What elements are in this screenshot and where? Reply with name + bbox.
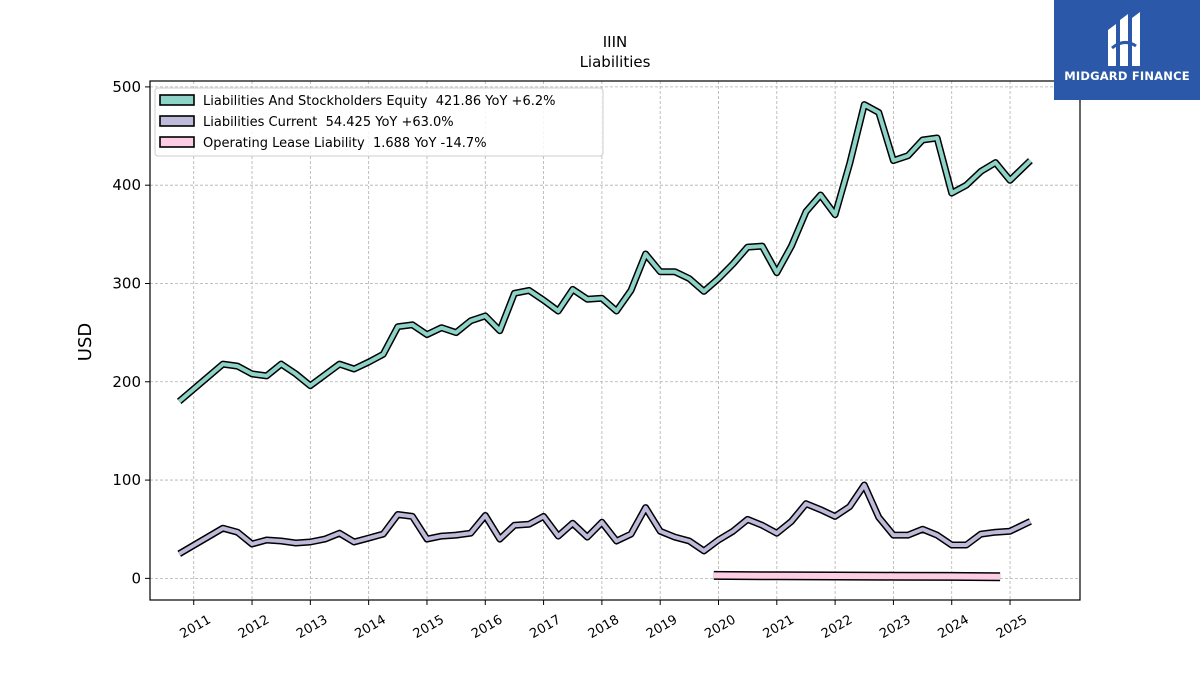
series-line (713, 572, 1001, 580)
x-tick-label: 2020 (702, 612, 738, 642)
x-tick-label: 2024 (936, 612, 972, 642)
y-tick-label: 300 (112, 274, 141, 292)
legend-box (154, 87, 604, 157)
series-line (178, 483, 1032, 556)
y-axis-label: USD (75, 323, 96, 361)
x-tick-label: 2011 (178, 612, 214, 642)
legend-label: Operating Lease Liability 1.688 YoY -14.… (203, 136, 487, 151)
y-tick-label: 0 (131, 569, 141, 587)
y-tick-label: 200 (112, 373, 141, 391)
x-tick-label: 2014 (352, 612, 388, 642)
series-2 (713, 570, 1001, 582)
legend-label: Liabilities Current 54.425 YoY +63.0% (203, 115, 454, 130)
y-tick-label: 100 (112, 471, 141, 489)
plot-frame (149, 80, 1081, 601)
series-0 (176, 101, 1033, 405)
y-tick-label: 500 (112, 78, 141, 96)
x-tick-label: 2025 (994, 612, 1030, 642)
x-tick-label: 2017 (527, 612, 563, 642)
series-1 (177, 481, 1032, 557)
brand-logo: MIDGARD FINANCE (1054, 0, 1200, 100)
series-lines (176, 101, 1033, 582)
legend-swatch (159, 115, 195, 127)
brand-logo-mark-icon (1108, 12, 1140, 66)
x-tick-label: 2012 (236, 612, 272, 642)
x-tick-label: 2022 (819, 612, 855, 642)
chart-title: IIIN (603, 33, 628, 51)
x-tick-label: 2015 (411, 612, 447, 642)
y-tick-label: 400 (112, 176, 141, 194)
x-tick-label: 2016 (469, 612, 505, 642)
legend-swatch (159, 94, 195, 106)
x-tick-label: 2019 (644, 612, 680, 642)
x-tick-label: 2023 (877, 612, 913, 642)
chart-subtitle: Liabilities (580, 53, 651, 71)
brand-logo-text: MIDGARD FINANCE (1064, 69, 1190, 83)
x-tick-label: 2013 (294, 612, 330, 642)
legend-swatch (159, 136, 195, 148)
legend-label: Liabilities And Stockholders Equity 421.… (203, 94, 555, 109)
x-tick-label: 2018 (586, 612, 622, 642)
legend: Liabilities And Stockholders Equity 421.… (154, 87, 604, 157)
series-line (177, 102, 1032, 403)
x-tick-label: 2021 (761, 612, 797, 642)
